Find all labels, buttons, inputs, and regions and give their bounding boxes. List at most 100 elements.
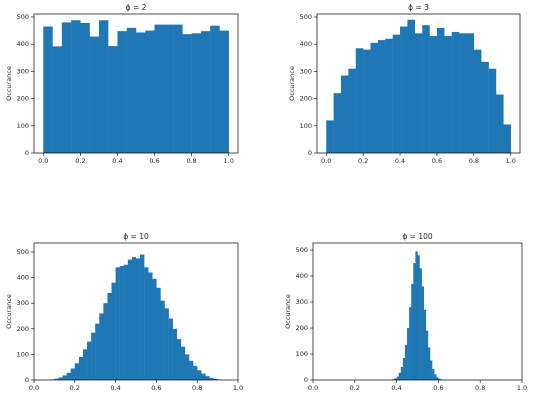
y-tick-label: 200 bbox=[296, 324, 308, 332]
bar bbox=[209, 377, 214, 380]
bar bbox=[172, 328, 177, 380]
bar bbox=[107, 292, 112, 380]
bar bbox=[189, 360, 194, 380]
bar bbox=[394, 378, 397, 380]
bar bbox=[436, 27, 445, 153]
bar bbox=[95, 323, 100, 380]
bar bbox=[91, 332, 96, 380]
bar bbox=[385, 38, 393, 153]
bar bbox=[411, 283, 414, 380]
bar bbox=[99, 313, 104, 380]
bar bbox=[481, 61, 489, 153]
bar bbox=[111, 282, 116, 380]
bar bbox=[180, 346, 186, 380]
bar bbox=[444, 36, 452, 154]
bar bbox=[191, 33, 202, 153]
bar bbox=[496, 94, 504, 153]
bar bbox=[70, 368, 75, 380]
bar bbox=[145, 30, 155, 153]
bar bbox=[451, 31, 460, 153]
x-tick-label: 0.6 bbox=[433, 384, 443, 392]
bar bbox=[419, 268, 422, 380]
bar bbox=[136, 32, 146, 153]
bar bbox=[197, 370, 202, 380]
bar bbox=[213, 378, 218, 380]
bar bbox=[66, 372, 71, 380]
x-tick-label: 0.2 bbox=[70, 384, 80, 392]
bar bbox=[148, 272, 153, 380]
x-tick-label: 0.8 bbox=[475, 384, 485, 392]
bar bbox=[417, 255, 420, 380]
bar bbox=[436, 377, 439, 380]
y-tick-label: 100 bbox=[300, 122, 312, 130]
x-tick-label: 0.2 bbox=[75, 157, 85, 165]
bar bbox=[430, 360, 433, 380]
bar bbox=[115, 267, 120, 380]
bar bbox=[117, 31, 127, 153]
x-tick-label: 0.0 bbox=[308, 384, 318, 392]
y-tick-label: 400 bbox=[17, 40, 29, 48]
bar bbox=[87, 341, 92, 380]
y-tick-label: 100 bbox=[17, 350, 29, 358]
bar bbox=[127, 259, 133, 380]
y-tick-label: 300 bbox=[300, 67, 312, 75]
bar bbox=[52, 46, 63, 154]
bar bbox=[82, 349, 88, 380]
bar bbox=[74, 363, 80, 380]
y-tick-label: 500 bbox=[296, 246, 308, 254]
bar bbox=[71, 20, 81, 153]
bar bbox=[80, 22, 90, 153]
x-tick-label: 0.8 bbox=[192, 384, 202, 392]
bar bbox=[407, 328, 410, 380]
bar bbox=[396, 376, 399, 380]
y-tick-label: 400 bbox=[296, 272, 308, 280]
bar bbox=[140, 254, 145, 380]
bar bbox=[126, 27, 137, 153]
bar bbox=[163, 24, 174, 153]
bar bbox=[392, 34, 401, 154]
bar bbox=[182, 34, 192, 153]
x-tick-label: 0.8 bbox=[186, 157, 196, 165]
y-tick-label: 100 bbox=[17, 122, 29, 130]
x-tick-label: 0.4 bbox=[110, 384, 120, 392]
x-tick-label: 0.4 bbox=[391, 384, 401, 392]
bar bbox=[421, 286, 424, 380]
x-tick-label: 1.0 bbox=[224, 157, 234, 165]
bar bbox=[43, 26, 53, 154]
bar bbox=[425, 330, 429, 380]
bar bbox=[193, 365, 198, 380]
bar bbox=[144, 267, 149, 380]
bar bbox=[409, 307, 412, 380]
x-tick-label: 0.2 bbox=[350, 384, 360, 392]
chart-title: ϕ = 10 bbox=[123, 232, 149, 241]
x-tick-label: 0.6 bbox=[149, 157, 159, 165]
x-tick-label: 0.8 bbox=[469, 157, 479, 165]
chart-title: ϕ = 100 bbox=[402, 232, 433, 241]
bar bbox=[363, 49, 371, 154]
x-tick-label: 0.0 bbox=[29, 384, 39, 392]
y-axis-label: Occurance bbox=[5, 66, 13, 101]
y-tick-label: 0 bbox=[304, 376, 308, 384]
y-tick-label: 100 bbox=[296, 350, 308, 358]
y-tick-label: 400 bbox=[17, 274, 29, 282]
bar bbox=[200, 31, 211, 153]
bar bbox=[219, 30, 229, 153]
bar bbox=[176, 339, 182, 380]
x-tick-label: 0.6 bbox=[432, 157, 442, 165]
axes-frame bbox=[316, 13, 521, 154]
bar bbox=[407, 19, 416, 154]
bar bbox=[154, 24, 165, 153]
bar bbox=[136, 258, 141, 380]
bar bbox=[119, 266, 124, 380]
bar bbox=[333, 93, 342, 153]
bar bbox=[131, 257, 137, 380]
bar bbox=[422, 25, 430, 153]
bar bbox=[438, 378, 441, 380]
bar bbox=[414, 33, 423, 153]
bar bbox=[173, 24, 183, 153]
bar bbox=[503, 124, 511, 153]
y-tick-label: 200 bbox=[300, 95, 312, 103]
y-tick-label: 400 bbox=[300, 40, 312, 48]
bar bbox=[78, 356, 84, 380]
bar bbox=[210, 25, 220, 154]
